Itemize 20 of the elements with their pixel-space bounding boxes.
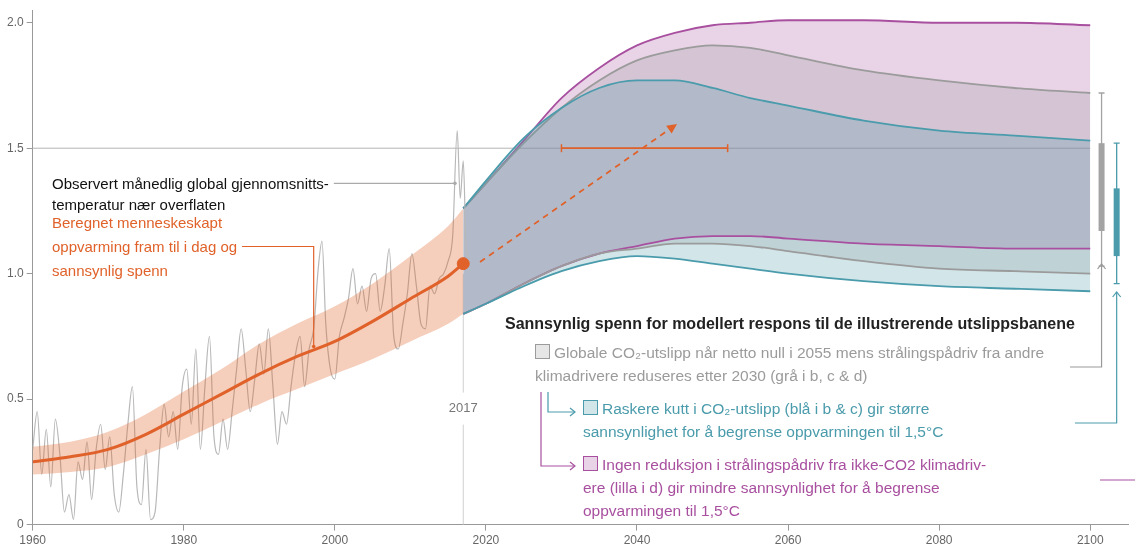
y-tick-label: 0.5 (6, 391, 24, 406)
legend-label: Ingen reduksjon i strålingspådriv fra ikke-CO2 klimadriv-ere (lilla i d) gir mindre sannsynlighet for å begrense oppvarmingen til 1,5°C (583, 455, 988, 521)
legend-label: Globale CO₂-utslipp når netto null i 2055 mens strålingspådriv fra andre klimadrivere reduseres etter 2030 (grå i b, c & d) (535, 343, 1046, 386)
x-tick-label: 2080 (925, 533, 953, 548)
x-tick-label: 1980 (170, 533, 198, 548)
y-tick-label: 2.0 (6, 15, 24, 30)
x-tick-label: 2020 (472, 533, 500, 548)
legend-title: Sannsynlig spenn for modellert respons til de illustrerende utslippsbanene (505, 314, 1076, 334)
y-tick-label: 1.5 (6, 140, 24, 155)
x-tick-label: 2000 (321, 533, 349, 548)
legend-label: Raskere kutt i CO₂-utslipp (blå i b & c) gir større sannsynlighet for å begrense oppvarmingen til 1,5°C (583, 399, 945, 442)
y-tick-label: 0 (16, 516, 24, 531)
x-tick-label: 2100 (1076, 533, 1104, 548)
ref-line-label: 2017 (448, 400, 478, 416)
y-tick-label: 1.0 (6, 265, 24, 280)
annotation: Beregnet menneskeskapt oppvarming fram til i dag og sannsynlig spenn (52, 214, 238, 279)
x-tick-label: 2060 (774, 533, 802, 548)
x-tick-label: 2040 (623, 533, 651, 548)
x-tick-label: 1960 (19, 533, 47, 548)
annotation: Observert månedlig global gjennomsnitts-temperatur nær overflaten (52, 174, 329, 213)
